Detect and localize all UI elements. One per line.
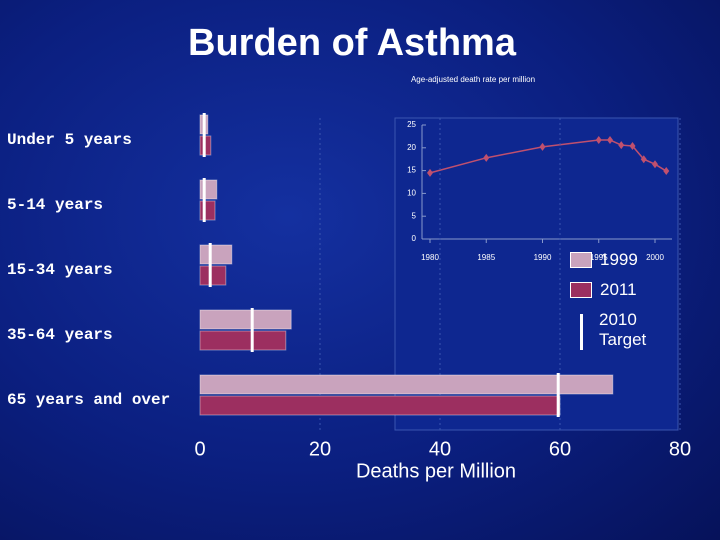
point xyxy=(618,141,625,150)
legend-label: 1999 xyxy=(600,250,638,269)
y-tick-label: 5 xyxy=(412,211,417,220)
legend-label: 2011 xyxy=(600,280,637,299)
bar xyxy=(199,200,216,221)
y-tick-label: 10 xyxy=(407,189,416,198)
legend-entry: 2010 Target xyxy=(570,310,660,350)
category-label: Under 5 years xyxy=(7,131,132,149)
point xyxy=(652,160,658,169)
legend-swatch xyxy=(570,252,592,268)
x-tick-label: 1980 xyxy=(421,253,439,262)
y-tick-label: 0 xyxy=(412,234,417,243)
legend-entry: 2011 xyxy=(570,280,660,300)
point xyxy=(427,168,433,177)
x-tick-label: 20 xyxy=(309,438,331,460)
legend-label: 2010 Target xyxy=(599,310,647,349)
bar xyxy=(199,179,218,200)
category-label: 65 years and over xyxy=(7,391,170,409)
bar xyxy=(199,330,287,351)
slide-title: Burden of Asthma xyxy=(188,22,517,64)
point xyxy=(663,167,670,176)
legend-swatch xyxy=(570,282,592,298)
y-tick-label: 25 xyxy=(407,120,416,129)
y-tick-label: 20 xyxy=(407,143,416,152)
line xyxy=(429,139,667,174)
category-label: 5-14 years xyxy=(7,196,103,214)
point xyxy=(607,136,613,145)
x-axis-label: Deaths per Million xyxy=(356,460,516,482)
x-tick-label: 60 xyxy=(549,438,571,460)
bar xyxy=(199,265,227,286)
legend: 1999 2011 2010 Target xyxy=(570,250,660,360)
x-tick-label: 1995 xyxy=(590,253,608,262)
x-tick-label: 80 xyxy=(669,438,691,460)
bar xyxy=(199,244,233,265)
category-label: 35-64 years xyxy=(7,326,113,344)
x-tick-label: 1985 xyxy=(477,253,495,262)
x-tick-label: 0 xyxy=(194,438,205,460)
bar xyxy=(199,395,561,416)
x-tick-label: 1990 xyxy=(534,253,552,262)
y-tick-label: 15 xyxy=(407,166,416,175)
point xyxy=(629,141,636,150)
x-tick-label: 2000 xyxy=(646,253,664,262)
inset-title: Age-adjusted death rate per million xyxy=(411,75,535,84)
point xyxy=(483,153,490,162)
x-tick-label: 40 xyxy=(429,438,451,460)
category-label: 15-34 years xyxy=(7,261,113,279)
bar xyxy=(199,374,614,395)
legend-swatch xyxy=(580,314,583,350)
point xyxy=(539,142,546,151)
point xyxy=(595,136,602,145)
point xyxy=(640,155,647,164)
bar xyxy=(199,309,292,330)
legend-entry: 1999 xyxy=(570,250,660,270)
